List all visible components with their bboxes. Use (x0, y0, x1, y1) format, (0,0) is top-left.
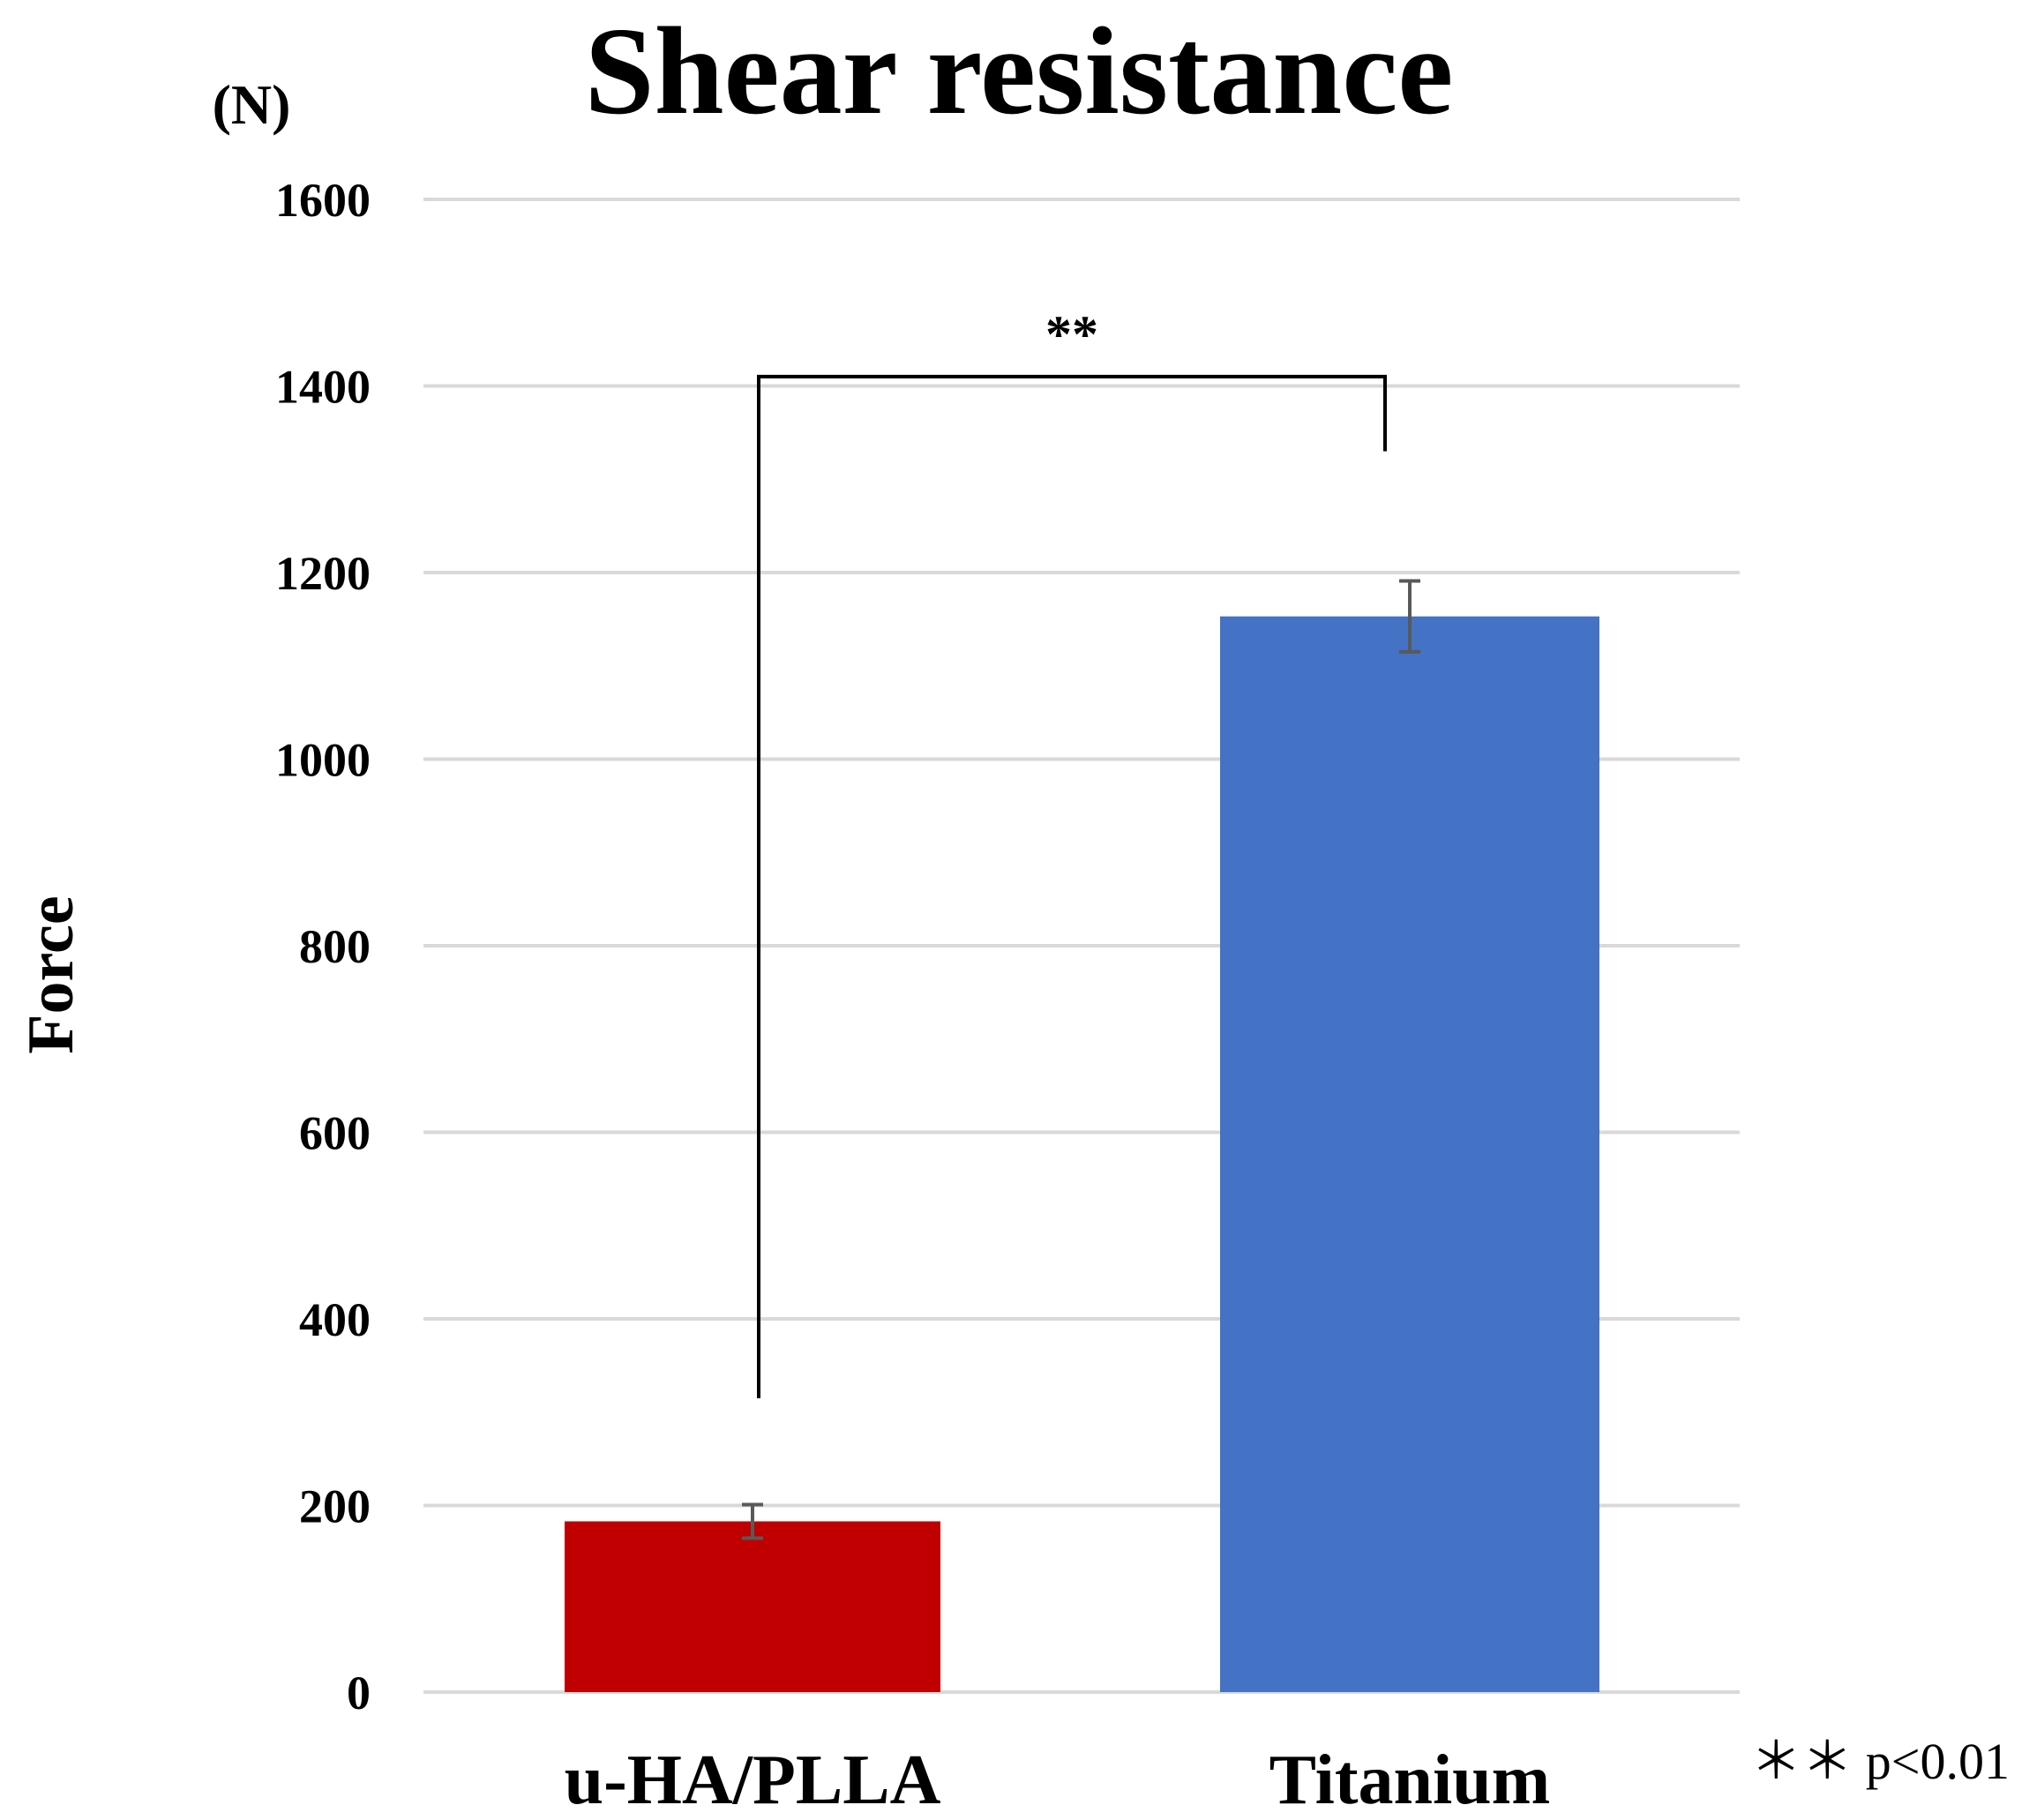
x-category-label: Titanium (1269, 1741, 1551, 1819)
bar-u-ha-plla (565, 1521, 940, 1692)
y-tick-label: 400 (299, 1293, 371, 1346)
significance-note: ＊＊ p<0.01 (1750, 1733, 2010, 1790)
y-tick-label: 1000 (275, 734, 371, 787)
significance-annotation: ** (757, 305, 1387, 1398)
error-bar (742, 1502, 763, 1540)
y-tick-label: 200 (299, 1480, 371, 1533)
x-axis-categories: u-HA/PLLA Titanium (565, 1741, 1551, 1819)
significance-stars: ** (1045, 305, 1098, 363)
y-tick-label: 1200 (275, 547, 371, 600)
error-bar (1399, 579, 1420, 654)
y-tick-label: 1400 (275, 361, 371, 414)
y-tick-label: 600 (299, 1107, 371, 1160)
y-tick-label: 800 (299, 920, 371, 973)
bars (565, 616, 1599, 1692)
gridlines (423, 198, 1740, 1694)
x-category-label: u-HA/PLLA (565, 1741, 941, 1819)
error-bars (742, 579, 1420, 1540)
y-tick-label: 0 (347, 1666, 371, 1719)
y-axis-unit: (N) (213, 73, 291, 136)
y-axis-label: Force (15, 895, 87, 1053)
chart-title: Shear resistance (585, 1, 1454, 140)
y-axis-ticks: 0 200 400 600 800 1000 1200 1400 1600 (275, 174, 371, 1719)
significance-bracket (757, 374, 1387, 1398)
bar-titanium (1220, 616, 1599, 1692)
y-tick-label: 1600 (275, 174, 371, 227)
